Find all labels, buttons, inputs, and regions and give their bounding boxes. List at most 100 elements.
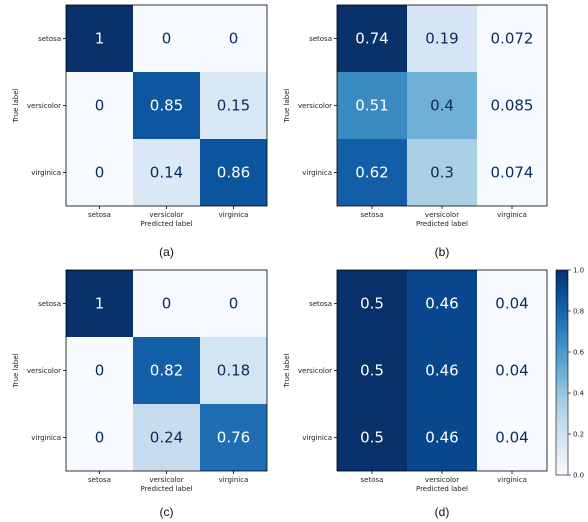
cell-value-label: 0.5 (360, 362, 384, 380)
heatmap-cell (477, 404, 547, 471)
heatmap-cell (407, 139, 477, 206)
heatmap-cell (66, 404, 133, 471)
cell-value-label: 0.085 (491, 97, 534, 115)
cell-value-label: 0.5 (360, 295, 384, 313)
heatmap-cell (337, 72, 407, 139)
cell-value-label: 1 (95, 295, 105, 313)
x-tick-label: setosa (361, 476, 384, 484)
cell-value-label: 0.85 (150, 97, 183, 115)
y-tick-label: virginica (31, 434, 61, 442)
cell-value-label: 0 (95, 97, 105, 115)
y-tick-label: setosa (38, 35, 61, 43)
cell-value-label: 0 (95, 362, 105, 380)
heatmap-cell (200, 337, 267, 404)
x-tick-label: setosa (88, 211, 111, 219)
heatmap-cell (407, 404, 477, 471)
panel-caption: (d) (435, 505, 450, 519)
panel-caption: (c) (160, 505, 174, 519)
colorbar-tick-label: 0.2 (573, 431, 584, 439)
x-tick-label: virginica (219, 211, 249, 219)
x-tick-label: virginica (497, 476, 527, 484)
cell-value-label: 0.15 (217, 97, 250, 115)
heatmap-cell (133, 270, 200, 337)
x-tick-label: versicolor (425, 211, 459, 219)
x-axis-label: Predicted label (416, 220, 468, 228)
heatmap-cell (66, 72, 133, 139)
heatmap-cell (337, 5, 407, 72)
cell-value-label: 0.04 (495, 295, 528, 313)
y-axis-label: True label (283, 88, 291, 123)
colorbar-tick-label: 0.8 (573, 308, 584, 316)
heatmap-cell (200, 270, 267, 337)
cell-value-label: 0 (229, 295, 239, 313)
panel-caption: (b) (435, 245, 450, 259)
cell-value-label: 0.3 (430, 164, 454, 182)
heatmap-cell (407, 72, 477, 139)
heatmap-cell (337, 139, 407, 206)
heatmap-cell (133, 404, 200, 471)
heatmap-cell (66, 270, 133, 337)
y-tick-label: virginica (302, 169, 332, 177)
x-tick-label: virginica (219, 476, 249, 484)
confusion-matrix-panels: 1 0 0 0 0.85 0.15 0 0.14 0.86 setosa versicolor vir… (12, 4, 548, 519)
heatmap-cell (133, 72, 200, 139)
colorbar-tick-label: 0.0 (573, 472, 584, 480)
cell-value-label: 0.5 (360, 429, 384, 447)
colorbar-tick-label: 1.0 (573, 267, 584, 275)
cell-value-label: 0.74 (355, 30, 388, 48)
heatmap-cell (66, 139, 133, 206)
heatmap-cell (200, 139, 267, 206)
cell-value-label: 0.4 (430, 97, 454, 115)
y-tick-label: setosa (309, 35, 332, 43)
heatmap-cell (133, 337, 200, 404)
x-tick-label: versicolor (149, 476, 183, 484)
heatmap-cell (477, 72, 547, 139)
heatmap-cell (337, 270, 407, 337)
cell-value-label: 0.62 (355, 164, 388, 182)
y-tick-label: versicolor (27, 367, 61, 375)
heatmap-cell (407, 270, 477, 337)
cell-value-label: 0.46 (425, 295, 458, 313)
heatmap-cell (200, 5, 267, 72)
cell-value-label: 0.82 (150, 362, 183, 380)
y-tick-label: versicolor (27, 102, 61, 110)
cell-value-label: 0 (229, 30, 239, 48)
cell-value-label: 0 (162, 30, 172, 48)
y-tick-label: virginica (31, 169, 61, 177)
cell-value-label: 0.14 (150, 164, 183, 182)
heatmap-cell (407, 5, 477, 72)
heatmap-cell (133, 5, 200, 72)
heatmap-cell (477, 337, 547, 404)
heatmap-cell (66, 337, 133, 404)
heatmap-cell (477, 139, 547, 206)
cell-value-label: 0 (162, 295, 172, 313)
cell-value-label: 0.074 (491, 164, 534, 182)
y-tick-label: setosa (38, 300, 61, 308)
x-axis-label: Predicted label (140, 220, 192, 228)
heatmap-cell (200, 404, 267, 471)
cell-value-label: 0 (95, 164, 105, 182)
heatmap-cell (133, 139, 200, 206)
y-tick-label: versicolor (298, 102, 332, 110)
confusion-matrix-c: 1 0 0 0 0.82 0.18 0 0.24 0.76 setosa versicolor vir… (12, 269, 268, 519)
heatmap-cell (200, 72, 267, 139)
cell-value-label: 0.04 (495, 429, 528, 447)
confusion-matrix-d: 0.5 0.46 0.04 0.5 0.46 0.04 0.5 0.46 0.04 setosa v… (283, 269, 548, 519)
y-axis-label: True label (283, 353, 291, 388)
cell-value-label: 0.18 (217, 362, 250, 380)
heatmap-cell (407, 337, 477, 404)
cell-value-label: 0.04 (495, 362, 528, 380)
cell-value-label: 1 (95, 30, 105, 48)
confusion-matrix-a: 1 0 0 0 0.85 0.15 0 0.14 0.86 setosa versicolor vir… (12, 4, 268, 259)
heatmap-cell (477, 270, 547, 337)
colorbar-tick-label: 0.6 (573, 349, 585, 357)
heatmap-cell (66, 5, 133, 72)
panel-caption: (a) (159, 245, 174, 259)
heatmap-cell (337, 337, 407, 404)
x-tick-label: virginica (497, 211, 527, 219)
x-axis-label: Predicted label (140, 485, 192, 493)
cell-value-label: 0.072 (491, 30, 534, 48)
cell-value-label: 0.46 (425, 429, 458, 447)
y-tick-label: setosa (309, 300, 332, 308)
